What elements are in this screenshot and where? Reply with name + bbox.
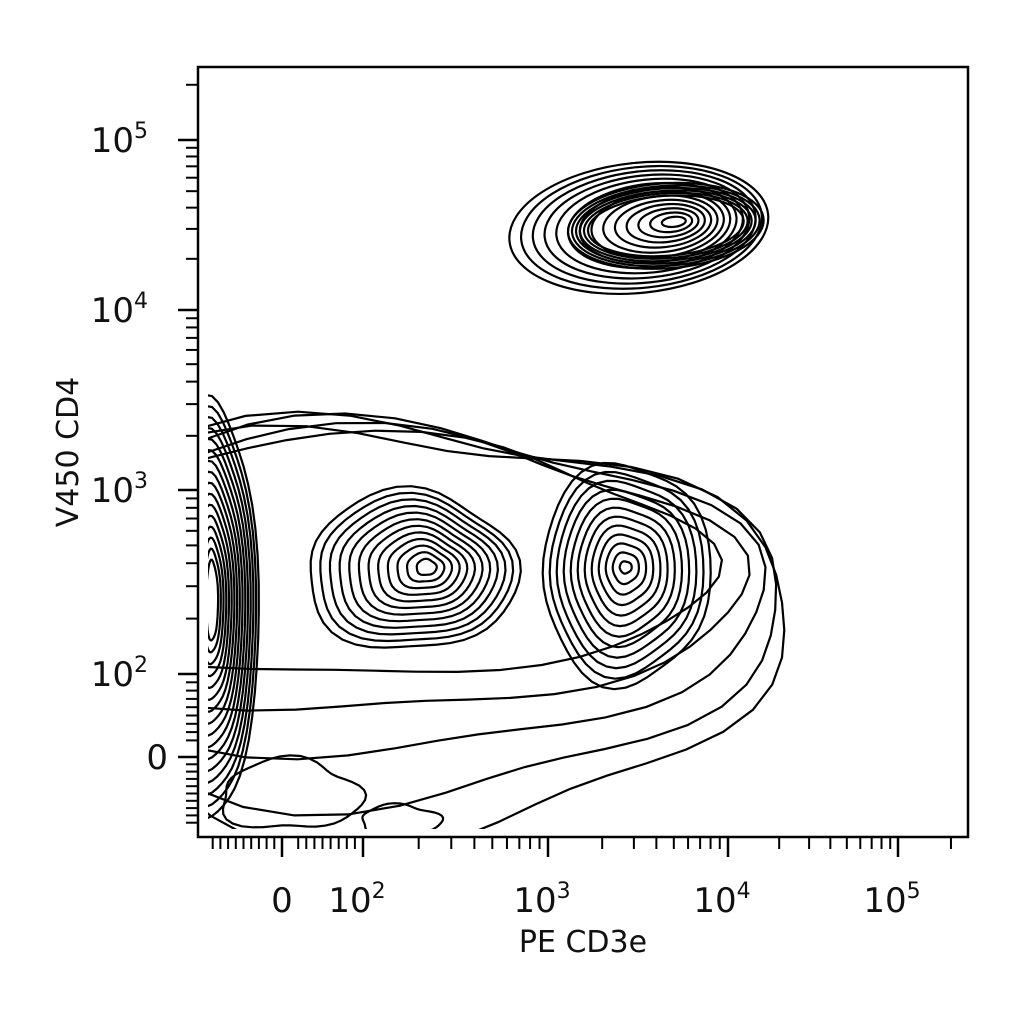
contour-line [208, 470, 241, 737]
contour-line [649, 211, 694, 234]
contour-line [586, 194, 745, 258]
contour-line [208, 514, 231, 690]
contour-line [548, 470, 705, 680]
contour-line [208, 424, 786, 829]
contour-line [613, 198, 713, 249]
contour-line [604, 542, 648, 596]
contour-line [415, 557, 438, 576]
contour-line [208, 503, 233, 701]
contour-line [208, 416, 255, 796]
contour-line [618, 560, 633, 575]
contour-line [377, 531, 469, 603]
contour-line [208, 448, 247, 761]
x-axis-title: PE CD3e [519, 925, 647, 960]
contour-line [208, 547, 222, 654]
contour-line [578, 189, 753, 263]
contour-line [576, 506, 676, 638]
contour-line [208, 426, 252, 784]
contour-line [208, 536, 225, 666]
contour-line [555, 479, 698, 670]
contour-line [406, 551, 446, 583]
contour-line [541, 461, 712, 691]
x-tick-label: 0 [271, 881, 293, 921]
contour-line [396, 544, 454, 590]
contour-line [208, 394, 260, 820]
y-tick-label: 105 [91, 119, 148, 161]
contour-line [208, 412, 767, 761]
contour-line [348, 511, 492, 623]
y-tick-label: 0 [146, 738, 168, 778]
contour-line [361, 802, 445, 829]
contour-line [208, 459, 244, 749]
contour-line [208, 481, 239, 725]
contour-line [208, 525, 228, 678]
contour-line [357, 518, 484, 616]
y-tick-label: 102 [91, 653, 148, 695]
contour-line [660, 215, 687, 229]
y-axis-title: V450 CD4 [51, 377, 86, 527]
contour-line [583, 515, 669, 628]
contour-line [208, 405, 258, 808]
contour-line [597, 533, 655, 607]
x-tick-label: 104 [693, 879, 750, 921]
contour-line [637, 207, 700, 239]
contour-line [208, 421, 751, 712]
contour-line [309, 485, 522, 649]
contour-line [367, 524, 477, 610]
contour-line [562, 488, 691, 659]
x-tick-label: 105 [863, 879, 920, 921]
contour-lines [208, 160, 786, 829]
contour-line [590, 524, 662, 617]
contour-line [570, 184, 761, 268]
contour-line [221, 754, 368, 829]
contour-line [338, 504, 500, 629]
contour-line [569, 497, 684, 649]
contour-line [208, 492, 236, 713]
contour-line [611, 551, 641, 586]
x-tick-label: 103 [513, 879, 570, 921]
contour-line [319, 491, 515, 643]
contour-line [328, 498, 507, 636]
contour-line [566, 181, 765, 270]
y-tick-label: 103 [91, 469, 148, 511]
contour-line [543, 173, 751, 280]
contour-line [386, 537, 461, 596]
x-tick-label: 102 [328, 879, 385, 921]
contour-line [208, 558, 220, 642]
contour-line [625, 202, 706, 244]
y-tick-label: 104 [91, 289, 148, 331]
contour-line [208, 437, 250, 773]
x-axis: 0 102 103 104 105 [198, 836, 968, 921]
contour-line [582, 191, 749, 260]
y-axis: 0 102 103 104 105 [91, 67, 199, 837]
contour-line [574, 186, 757, 265]
contour-line [508, 160, 770, 296]
